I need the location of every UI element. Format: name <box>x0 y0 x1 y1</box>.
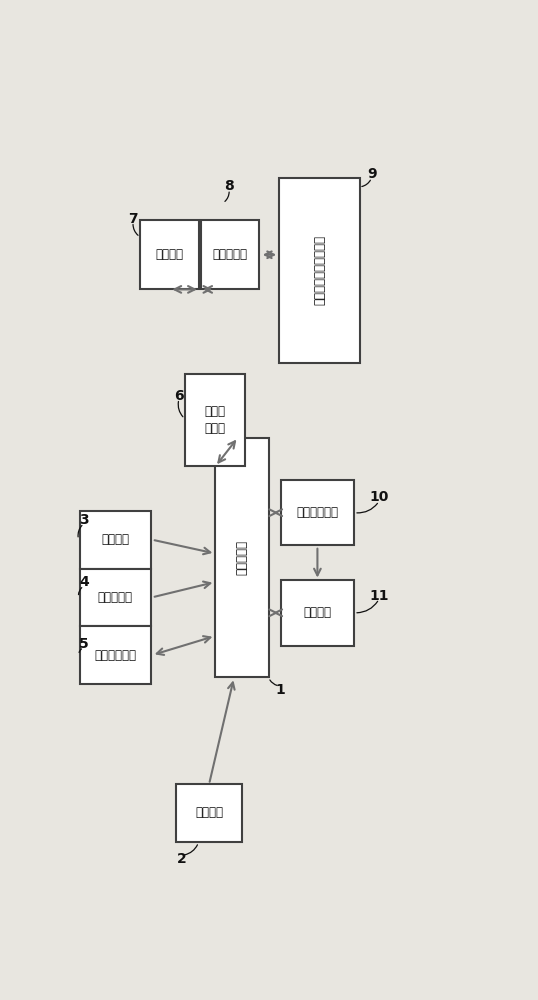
Text: 9: 9 <box>367 167 377 181</box>
Text: 存闪控制系统: 存闪控制系统 <box>94 649 136 662</box>
Text: 报警模块: 报警模块 <box>101 533 129 546</box>
FancyBboxPatch shape <box>80 511 151 569</box>
FancyBboxPatch shape <box>80 569 151 626</box>
Text: 存储模块: 存储模块 <box>303 606 331 619</box>
Text: 供电系统: 供电系统 <box>195 806 223 820</box>
Text: 7: 7 <box>129 212 138 226</box>
Text: 8: 8 <box>224 179 234 193</box>
FancyBboxPatch shape <box>140 220 199 289</box>
Text: 云端服务器: 云端服务器 <box>213 248 247 261</box>
Text: 主控制系统: 主控制系统 <box>236 540 249 575</box>
FancyBboxPatch shape <box>201 220 259 289</box>
Text: 数据统计分析共享系统: 数据统计分析共享系统 <box>313 235 326 305</box>
FancyBboxPatch shape <box>175 784 242 842</box>
Text: 传感器模块: 传感器模块 <box>98 591 133 604</box>
FancyBboxPatch shape <box>279 178 360 363</box>
Text: 1: 1 <box>275 683 285 697</box>
FancyBboxPatch shape <box>281 580 354 646</box>
Text: 11: 11 <box>370 589 389 603</box>
Text: 无线传
输模块: 无线传 输模块 <box>205 405 226 435</box>
Text: 数据分析模块: 数据分析模块 <box>296 506 338 519</box>
FancyBboxPatch shape <box>185 374 245 466</box>
Text: 6: 6 <box>174 389 184 403</box>
FancyBboxPatch shape <box>215 438 270 677</box>
FancyBboxPatch shape <box>80 626 151 684</box>
Text: 5: 5 <box>79 637 89 651</box>
Text: 2: 2 <box>177 852 187 866</box>
FancyBboxPatch shape <box>281 480 354 545</box>
Text: 4: 4 <box>79 575 89 589</box>
Text: 3: 3 <box>79 513 89 527</box>
Text: 10: 10 <box>370 490 389 504</box>
Text: 智能终端: 智能终端 <box>155 248 183 261</box>
